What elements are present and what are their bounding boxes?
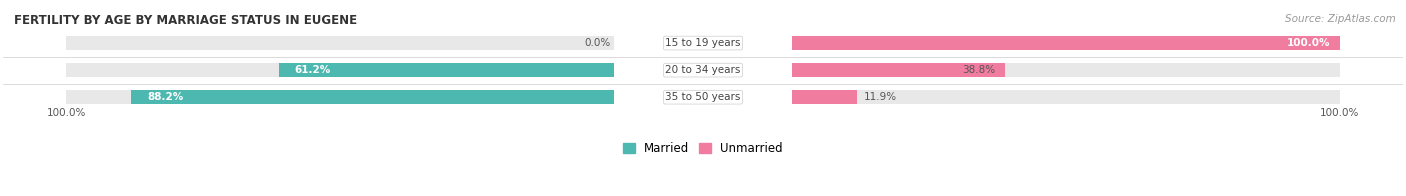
Bar — [792, 36, 1340, 50]
Bar — [131, 90, 614, 104]
Text: 61.2%: 61.2% — [295, 65, 330, 75]
Text: 100.0%: 100.0% — [1320, 108, 1360, 118]
Text: 38.8%: 38.8% — [962, 65, 995, 75]
Text: 20 to 34 years: 20 to 34 years — [665, 65, 741, 75]
Legend: Married, Unmarried: Married, Unmarried — [619, 137, 787, 160]
Bar — [278, 63, 614, 77]
Text: 100.0%: 100.0% — [1286, 38, 1330, 48]
Text: Source: ZipAtlas.com: Source: ZipAtlas.com — [1285, 14, 1396, 24]
Text: 15 to 19 years: 15 to 19 years — [665, 38, 741, 48]
Bar — [792, 63, 1340, 77]
Text: 11.9%: 11.9% — [863, 92, 897, 102]
Bar — [66, 63, 614, 77]
Text: 0.0%: 0.0% — [585, 38, 610, 48]
Text: FERTILITY BY AGE BY MARRIAGE STATUS IN EUGENE: FERTILITY BY AGE BY MARRIAGE STATUS IN E… — [14, 14, 357, 27]
Bar — [792, 36, 1340, 50]
Bar — [66, 90, 614, 104]
Text: 88.2%: 88.2% — [148, 92, 183, 102]
Bar — [792, 90, 858, 104]
Text: 35 to 50 years: 35 to 50 years — [665, 92, 741, 102]
Bar — [66, 36, 614, 50]
Bar — [792, 63, 1004, 77]
Bar — [792, 90, 1340, 104]
Text: 100.0%: 100.0% — [46, 108, 86, 118]
